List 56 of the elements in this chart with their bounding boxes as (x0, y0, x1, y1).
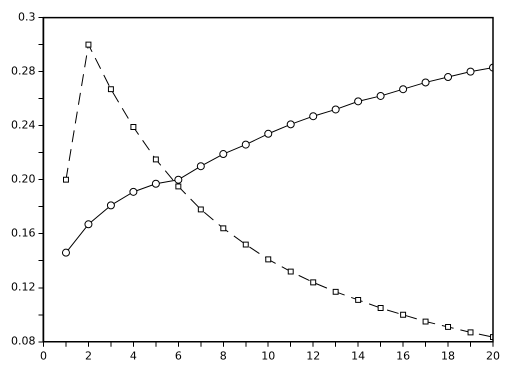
point (286, 120, 295, 128)
x-tick-label: 8 (220, 349, 227, 362)
x-tick-label: 0 (40, 349, 47, 362)
x-tick-label: 16 (396, 349, 410, 362)
point (265, 256, 272, 262)
x-tick-label: 14 (351, 349, 366, 362)
y-tick-label: 0.08 (10, 334, 36, 348)
point (399, 85, 408, 94)
point (84, 220, 92, 228)
y-tick-label: 0.12 (10, 280, 36, 294)
point (376, 92, 385, 100)
point (378, 305, 384, 312)
point (288, 268, 294, 275)
point (106, 201, 115, 210)
point (152, 180, 160, 188)
point (85, 42, 92, 48)
point (198, 206, 204, 212)
point (152, 156, 159, 162)
x-tick-label: 6 (174, 349, 182, 362)
point (242, 140, 250, 149)
point (400, 312, 406, 318)
x-tick-label: 10 (261, 349, 276, 362)
x-tick-label: 20 (486, 349, 500, 362)
y-tick-label: 0.20 (10, 172, 36, 186)
x-tick-label: 2 (84, 349, 92, 362)
x-tick-label: 12 (306, 349, 320, 362)
point (422, 318, 429, 325)
point (108, 86, 114, 92)
y-tick-label: 0.16 (10, 226, 36, 240)
y-tick-label: 0.28 (10, 64, 36, 78)
point (62, 248, 70, 257)
point (309, 112, 318, 120)
point (466, 68, 475, 76)
point (332, 105, 340, 114)
point (130, 124, 136, 130)
point (355, 296, 362, 303)
point (468, 329, 474, 336)
point (422, 78, 430, 86)
point (310, 279, 316, 286)
point (220, 225, 226, 232)
point (354, 97, 362, 106)
point (196, 162, 205, 170)
point (444, 73, 452, 82)
point (174, 176, 182, 184)
x-tick-label: 18 (441, 349, 456, 362)
y-tick-label: 0.3 (18, 10, 36, 24)
point (129, 188, 138, 196)
point (175, 183, 182, 190)
point (62, 176, 69, 183)
point (264, 130, 272, 138)
point (242, 242, 249, 248)
point (332, 288, 339, 295)
point (219, 150, 228, 158)
x-tick-label: 4 (130, 349, 137, 362)
y-tick-label: 0.24 (10, 118, 36, 132)
point (445, 324, 452, 330)
